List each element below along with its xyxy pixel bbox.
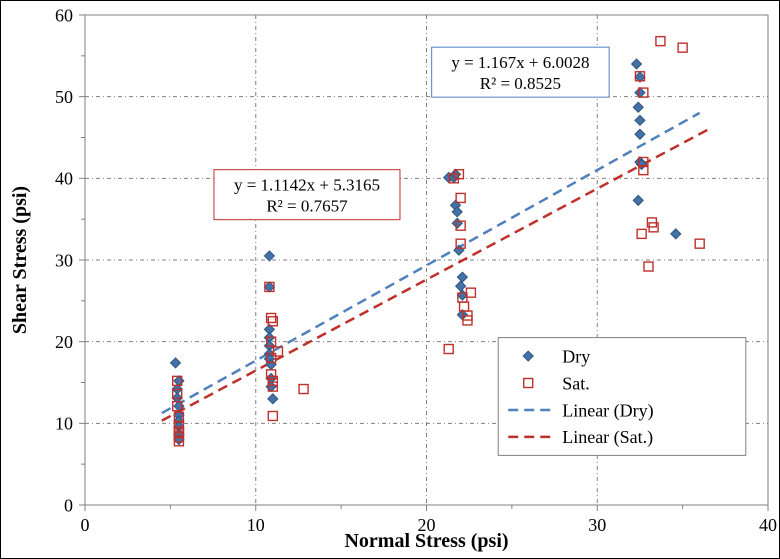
- y-axis-label: Shear Stress (psi): [9, 186, 31, 334]
- r2-text: R² = 0.7657: [266, 197, 348, 216]
- y-tick-label: 20: [55, 332, 73, 352]
- scatter-chart: 0102030400102030405060Normal Stress (psi…: [0, 0, 780, 559]
- y-tick-label: 50: [55, 87, 73, 107]
- x-tick-label: 0: [81, 515, 90, 535]
- equation-text: y = 1.167x + 6.0028: [451, 53, 589, 72]
- equation-text: y = 1.1142x + 5.3165: [234, 176, 380, 195]
- chart-container: 0102030400102030405060Normal Stress (psi…: [0, 0, 780, 559]
- legend-label: Dry: [562, 346, 590, 366]
- legend-label: Linear (Sat.): [562, 427, 653, 448]
- x-tick-label: 40: [759, 515, 777, 535]
- r2-text: R² = 0.8525: [480, 74, 561, 93]
- y-tick-label: 0: [64, 495, 73, 515]
- x-axis-label: Normal Stress (psi): [344, 530, 508, 552]
- y-tick-label: 60: [55, 5, 73, 25]
- x-tick-label: 10: [247, 515, 265, 535]
- x-tick-label: 30: [588, 515, 606, 535]
- legend-label: Linear (Dry): [562, 400, 653, 421]
- y-tick-label: 10: [55, 414, 73, 434]
- y-tick-label: 40: [55, 169, 73, 189]
- legend-label: Sat.: [562, 373, 590, 393]
- y-tick-label: 30: [55, 250, 73, 270]
